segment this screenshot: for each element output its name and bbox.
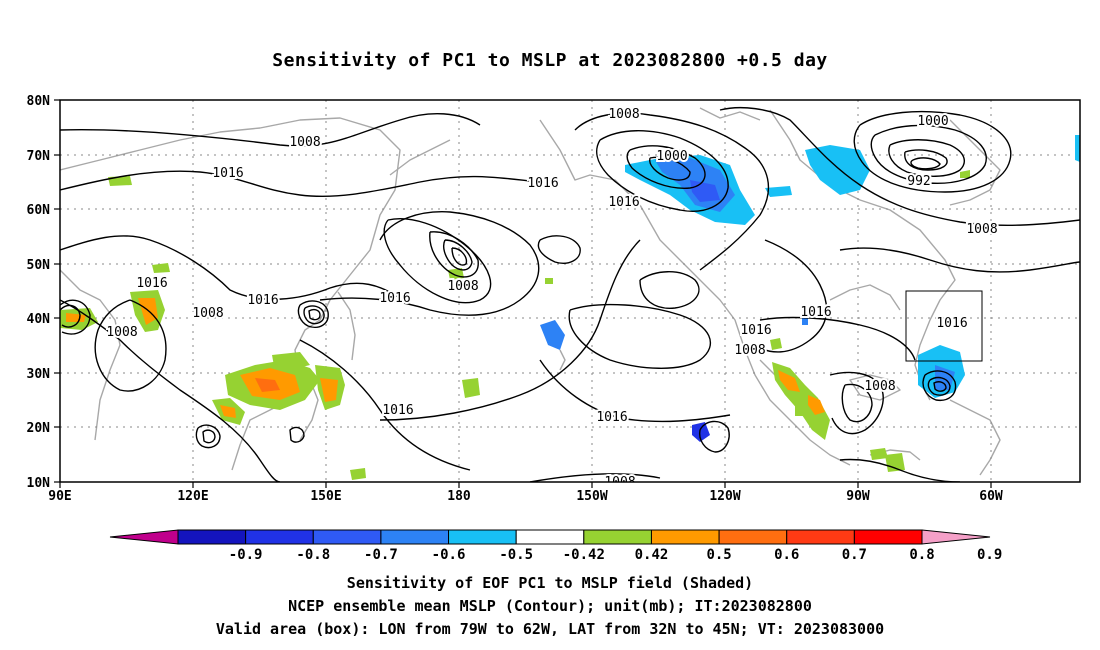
- colorbar-segment: [583, 529, 652, 545]
- contour-label: 1000: [917, 114, 948, 129]
- valid-area-box: [905, 290, 983, 362]
- colorbar-tick-label: 0.42: [635, 547, 669, 563]
- lon-label: 60W: [979, 489, 1003, 504]
- map-frame: [59, 99, 1081, 483]
- lon-label: 120E: [177, 489, 208, 504]
- contour-label: 1008: [966, 222, 997, 237]
- colorbar-low-triangle: [109, 529, 179, 545]
- colorbar-tick-label: -0.8: [296, 547, 330, 563]
- chart-title: Sensitivity of PC1 to MSLP at 2023082800…: [272, 50, 828, 71]
- colorbar-segment: [853, 529, 923, 545]
- lat-label: 70N: [27, 149, 51, 164]
- colorbar-segment: [515, 529, 585, 545]
- lat-label: 50N: [27, 258, 51, 273]
- lat-label: 30N: [27, 367, 51, 382]
- colorbar-tick-label: 0.6: [774, 547, 799, 563]
- contour-label: 1016: [136, 276, 167, 291]
- contour-label: 1000: [656, 149, 687, 164]
- colorbar-segment: [312, 529, 382, 545]
- contour-label: 1016: [527, 176, 558, 191]
- contour-label: 1008: [608, 107, 639, 122]
- colorbar-segment: [786, 529, 855, 545]
- contour-label: 1008: [734, 343, 765, 358]
- contour-label: 1016: [379, 291, 410, 306]
- caption-shaded: Sensitivity of EOF PC1 to MSLP field (Sh…: [346, 574, 754, 592]
- colorbar-tick-label: -0.5: [499, 547, 533, 563]
- contour-label: 1008: [864, 379, 895, 394]
- contour-label: 1016: [800, 305, 831, 320]
- colorbar-tick-label: -0.42: [563, 547, 605, 563]
- lat-label: 10N: [27, 476, 51, 491]
- contour-label: 1016: [608, 195, 639, 210]
- colorbar-segment: [448, 529, 517, 545]
- contour-label: 1016: [596, 410, 627, 425]
- colorbar-tick-label: -0.9: [229, 547, 263, 563]
- colorbar-tick-label: 0.7: [842, 547, 867, 563]
- lat-label: 60N: [27, 203, 51, 218]
- contour-label: 1008: [289, 135, 320, 150]
- colorbar-tick-label: 0.8: [909, 547, 934, 563]
- colorbar-segment: [380, 529, 450, 545]
- colorbar: -0.9 -0.8 -0.7 -0.6 -0.5 -0.42 0.42 0.5 0.6 0.7 0.…: [109, 529, 1002, 563]
- axis-ticks: [54, 99, 992, 488]
- lon-label: 180: [447, 489, 471, 504]
- contour-label: 1016: [382, 403, 413, 418]
- lat-label: 40N: [27, 312, 51, 327]
- caption-valid-area: Valid area (box): LON from 79W to 62W, L…: [215, 620, 885, 638]
- map-area: 1008 1016 1016 1016 1008 1016 1008 1008 …: [60, 100, 1080, 490]
- contour-labels: 1008 1016 1016 1016 1008 1016 1008 1008 …: [104, 105, 999, 490]
- caption-contour: NCEP ensemble mean MSLP (Contour); unit(…: [288, 597, 812, 615]
- lon-labels: 90E 120E 150E 180 150W 120W 90W 60W: [48, 489, 1003, 504]
- contour-label: 992: [907, 174, 930, 189]
- lon-label: 90W: [846, 489, 870, 504]
- colorbar-segment: [177, 529, 247, 545]
- colorbar-high-triangle: [921, 529, 991, 545]
- contour-label: 1016: [212, 166, 243, 181]
- colorbar-tick-label: -0.6: [432, 547, 466, 563]
- mslp-contours: [60, 107, 1080, 482]
- lat-label: 20N: [27, 421, 51, 436]
- lon-label: 120W: [709, 489, 740, 504]
- lat-labels: 80N 70N 60N 50N 40N 30N 20N 10N: [27, 94, 51, 491]
- sensitivity-shading: [60, 135, 1080, 480]
- contour-label: 1008: [106, 325, 137, 340]
- contour-label: 1008: [604, 475, 635, 490]
- colorbar-segment: [245, 529, 314, 545]
- contour-label: 1016: [247, 293, 278, 308]
- contour-label: 1008: [447, 279, 478, 294]
- colorbar-tick-label: 0.5: [706, 547, 731, 563]
- contour-label: 1008: [192, 306, 223, 321]
- colorbar-tick-label: -0.7: [364, 547, 398, 563]
- lon-label: 150W: [576, 489, 607, 504]
- colorbar-segment: [718, 529, 788, 545]
- colorbar-tick-label: 0.9: [977, 547, 1002, 563]
- contour-label: 1016: [740, 323, 771, 338]
- lat-label: 80N: [27, 94, 51, 109]
- contour-label: 1016: [936, 316, 967, 331]
- lon-label: 90E: [48, 489, 71, 504]
- colorbar-segment: [650, 529, 720, 545]
- lon-label: 150E: [310, 489, 341, 504]
